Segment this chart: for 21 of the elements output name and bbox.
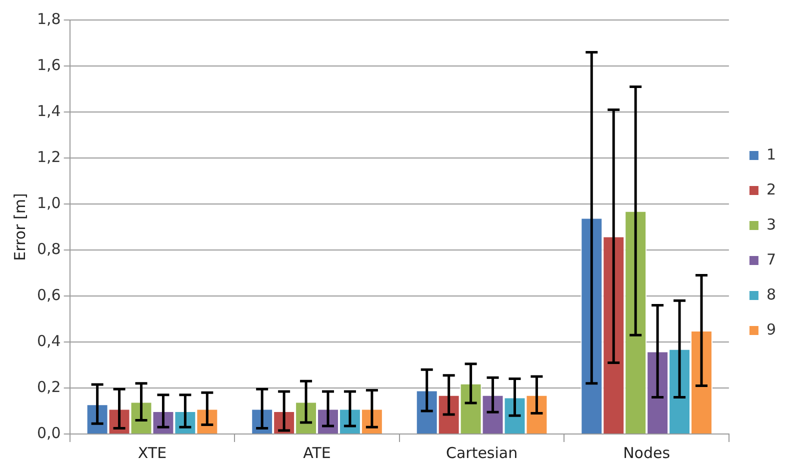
x-tick-label: Cartesian: [446, 444, 518, 462]
y-tick-label: 0,8: [36, 240, 61, 258]
y-tick-label: 0,2: [36, 378, 61, 396]
legend-label: 7: [766, 250, 776, 268]
x-tick-label: ATE: [303, 444, 331, 462]
legend-label: 3: [766, 215, 776, 234]
legend-label: 9: [766, 320, 776, 338]
y-tick-label: 1,8: [36, 10, 61, 28]
x-tick-label: Nodes: [623, 444, 670, 462]
y-tick-label: 1,6: [36, 56, 61, 74]
y-tick-label: 1,2: [36, 148, 61, 166]
y-axis-title: Error [m]: [10, 193, 29, 261]
x-tick-label: XTE: [138, 444, 167, 462]
y-tick-label: 1,0: [36, 194, 61, 212]
legend-label: 8: [766, 285, 776, 304]
y-tick-label: 0,0: [36, 424, 61, 442]
y-tick-label: 0,4: [36, 332, 61, 350]
legend-label: 1: [766, 145, 776, 164]
legend-label: 2: [766, 180, 776, 198]
y-tick-label: 0,6: [36, 286, 61, 304]
y-tick-label: 1,4: [36, 102, 61, 120]
